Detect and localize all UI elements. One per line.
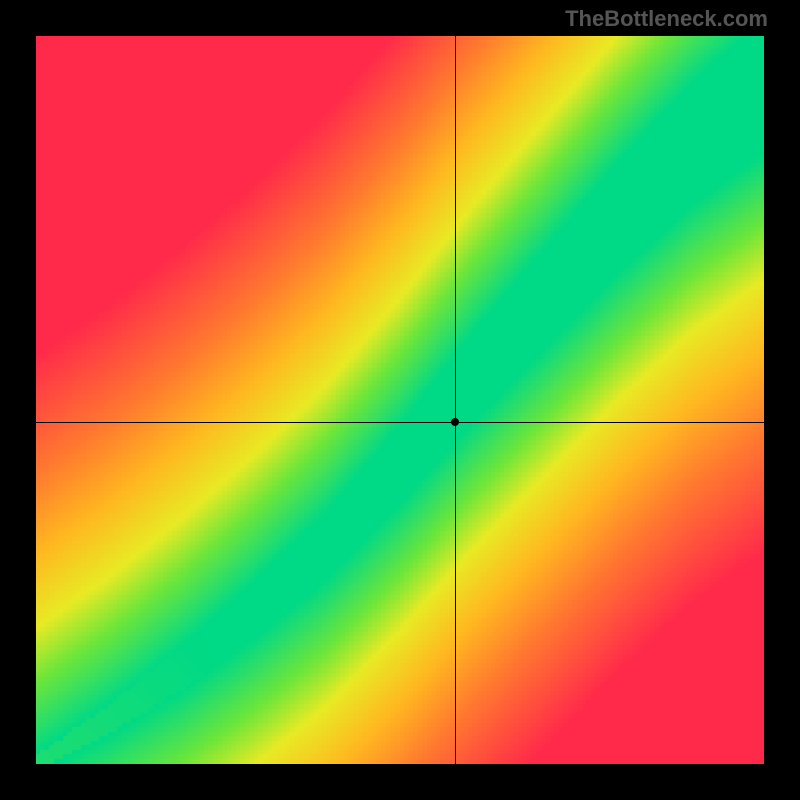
watermark-text: TheBottleneck.com	[565, 6, 768, 32]
crosshair-horizontal	[36, 422, 764, 423]
root-container: TheBottleneck.com	[0, 0, 800, 800]
crosshair-marker-dot	[451, 418, 459, 426]
bottleneck-heatmap	[36, 36, 764, 764]
crosshair-vertical	[455, 36, 456, 764]
